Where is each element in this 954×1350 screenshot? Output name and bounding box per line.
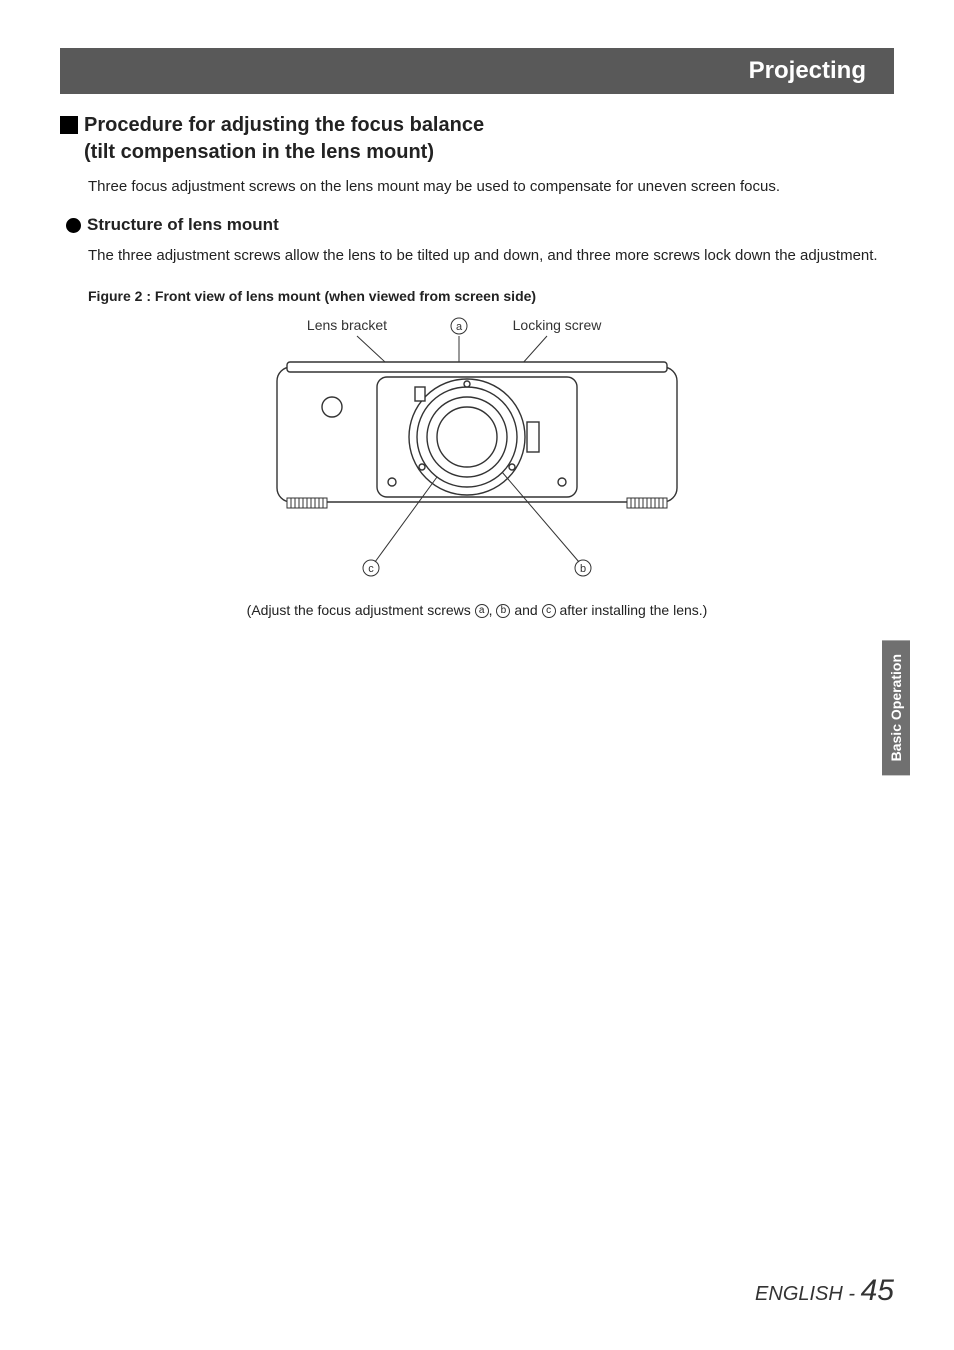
circle-bullet-icon: [66, 218, 81, 233]
section-title-line2: (tilt compensation in the lens mount): [84, 141, 434, 163]
label-locking-screw: Locking screw: [513, 317, 603, 333]
footer-lang: ENGLISH: [755, 1283, 843, 1305]
page-footer: ENGLISH - 45: [755, 1274, 894, 1308]
footnote-mid2: and: [510, 602, 541, 618]
footnote-pre: (Adjust the focus adjustment screws: [247, 602, 475, 618]
label-a: a: [456, 321, 463, 333]
subsection-body: The three adjustment screws allow the le…: [88, 245, 888, 266]
side-tab: Basic Operation: [882, 640, 910, 775]
label-lens-bracket: Lens bracket: [307, 317, 387, 333]
footnote-post: after installing the lens.): [556, 602, 708, 618]
section-heading-row: Procedure for adjusting the focus balanc…: [60, 112, 894, 166]
circled-a-icon: a: [475, 604, 489, 618]
footer-page-number: 45: [861, 1274, 894, 1307]
label-c: c: [368, 563, 374, 575]
footer-sep: -: [843, 1283, 861, 1305]
label-b: b: [580, 563, 586, 575]
subsection-heading-row: Structure of lens mount: [66, 215, 894, 235]
subsection-title: Structure of lens mount: [87, 215, 279, 235]
figure-caption: Figure 2 : Front view of lens mount (whe…: [88, 288, 894, 304]
section-intro: Three focus adjustment screws on the len…: [88, 176, 888, 197]
header-bar: Projecting: [60, 48, 894, 94]
figure-footnote: (Adjust the focus adjustment screws a, b…: [247, 602, 708, 618]
figure-diagram: Lens bracket Locking screw a: [60, 312, 894, 618]
circled-c-icon: c: [542, 604, 556, 618]
footnote-mid1: ,: [489, 602, 497, 618]
lens-mount-diagram: Lens bracket Locking screw a: [237, 312, 717, 592]
page: Projecting Procedure for adjusting the f…: [0, 0, 954, 1350]
square-bullet-icon: [60, 116, 78, 134]
section-title-line1: Procedure for adjusting the focus balanc…: [84, 114, 484, 136]
section-title: Procedure for adjusting the focus balanc…: [84, 112, 484, 166]
header-title: Projecting: [749, 57, 866, 85]
circled-b-icon: b: [496, 604, 510, 618]
